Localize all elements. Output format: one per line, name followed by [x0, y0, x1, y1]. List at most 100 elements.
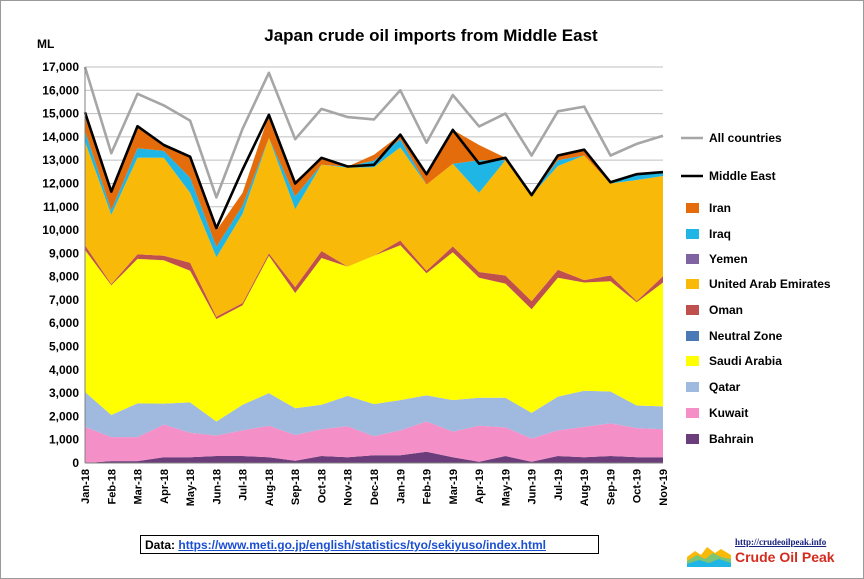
y-tick-label: 16,000	[42, 83, 79, 97]
legend-item-yemen: Yemen	[686, 252, 748, 266]
legend-label: Neutral Zone	[709, 329, 783, 343]
area-bahrain	[85, 451, 663, 463]
y-tick-label: 3,000	[49, 386, 79, 400]
legend-item-qatar: Qatar	[686, 380, 741, 394]
y-tick-label: 4,000	[49, 363, 79, 377]
x-tick-label: Feb-19	[422, 469, 434, 504]
x-tick-label: Jun-18	[211, 469, 223, 504]
y-tick-label: 13,000	[42, 153, 79, 167]
legend-label: Saudi Arabia	[709, 354, 782, 368]
y-tick-label: 10,000	[42, 223, 79, 237]
axes	[84, 67, 663, 464]
x-tick-label: May-18	[185, 469, 197, 506]
stacked-area-chart: Japan crude oil imports from Middle East…	[37, 26, 831, 506]
legend-label: Bahrain	[709, 432, 754, 446]
y-tick-label: 8,000	[49, 270, 79, 284]
x-tick-label: Aug-19	[579, 469, 591, 506]
legend-swatch	[686, 356, 699, 366]
legend-label: Yemen	[709, 252, 748, 266]
legend-swatch	[686, 203, 699, 213]
x-tick-label: Mar-18	[133, 469, 145, 504]
y-tick-label: 1,000	[49, 433, 79, 447]
crude-oil-peak-logo[interactable]: http://crudeoilpeak.info Crude Oil Peak	[687, 537, 843, 569]
legend-item-oman: Oman	[686, 303, 743, 317]
legend-label: Oman	[709, 303, 743, 317]
y-tick-label: 15,000	[42, 107, 79, 121]
legend-item-kuwait: Kuwait	[686, 406, 748, 420]
line-middle-east	[83, 111, 664, 230]
legend-label: Qatar	[709, 380, 741, 394]
y-tick-label: 17,000	[42, 60, 79, 74]
legend-item-united-arab-emirates: United Arab Emirates	[686, 277, 831, 291]
data-source-link[interactable]: https://www.meti.go.jp/english/statistic…	[178, 538, 546, 552]
legend-swatch	[686, 279, 699, 289]
legend-swatch	[686, 305, 699, 315]
legend-item-iraq: Iraq	[686, 227, 731, 241]
area-iran	[85, 112, 663, 247]
legend-item-middle-east: Middle East	[681, 169, 776, 183]
legend-label: Iraq	[709, 227, 731, 241]
data-source-note: Data: https://www.meti.go.jp/english/sta…	[140, 535, 599, 554]
x-tick-label: Aug-18	[264, 469, 276, 506]
y-tick-label: 6,000	[49, 316, 79, 330]
y-tick-label: 2,000	[49, 409, 79, 423]
y-tick-label: 5,000	[49, 340, 79, 354]
line-all-countries	[83, 66, 664, 199]
area-kuwait	[85, 421, 663, 463]
data-source-label: Data:	[145, 538, 176, 552]
legend-item-iran: Iran	[686, 201, 731, 215]
legend-label: Kuwait	[709, 406, 748, 420]
y-tick-labels: 0 1,000 2,000 3,000 4,000 5,000 6,000 7,000 8,00…	[42, 60, 79, 470]
legend-item-bahrain: Bahrain	[686, 432, 754, 446]
y-tick-label: 0	[72, 456, 79, 470]
legend-label: All countries	[709, 131, 782, 145]
legend-label: Middle East	[709, 169, 776, 183]
y-tick-label: 7,000	[49, 293, 79, 307]
legend-label: United Arab Emirates	[709, 277, 831, 291]
legend: All countries Middle East Iran Iraq Yemen Uni…	[681, 131, 831, 446]
x-tick-label: Jan-18	[80, 469, 92, 504]
legend-item-all-countries: All countries	[681, 131, 782, 145]
x-tick-label: Sep-18	[290, 469, 302, 505]
area-saudi-arabia	[85, 245, 663, 422]
legend-swatch	[686, 434, 699, 444]
x-tick-label: May-19	[500, 469, 512, 506]
legend-swatch	[686, 331, 699, 341]
x-tick-label: Oct-18	[316, 469, 328, 503]
logo-name: Crude Oil Peak	[735, 549, 835, 565]
legend-item-neutral-zone: Neutral Zone	[686, 329, 783, 343]
area-united-arab-emirates	[85, 138, 663, 317]
x-tick-label: Jul-19	[553, 469, 565, 501]
x-tick-label: Dec-18	[369, 469, 381, 505]
y-tick-label: 12,000	[42, 176, 79, 190]
legend-swatch	[686, 408, 699, 418]
line-series	[83, 66, 664, 230]
y-tick-label: 11,000	[43, 200, 79, 214]
x-tick-label: Jul-18	[238, 469, 250, 501]
x-tick-label: Jan-19	[395, 469, 407, 504]
x-tick-label: Jun-19	[527, 469, 539, 504]
x-tick-label: Feb-18	[106, 469, 118, 504]
legend-swatch	[686, 229, 699, 239]
x-tick-label: Apr-18	[159, 469, 171, 504]
y-tick-label: 9,000	[49, 246, 79, 260]
legend-swatch	[686, 254, 699, 264]
x-tick-label: Nov-18	[343, 469, 355, 506]
y-tick-label: 14,000	[42, 130, 79, 144]
area-qatar	[85, 390, 663, 439]
x-tick-label: Apr-19	[474, 469, 486, 504]
oil-wave-logo-icon	[687, 547, 731, 567]
x-tick-labels: Jan-18 Feb-18 Mar-18 Apr-18 May-18 Jun-18 Jul-…	[80, 469, 670, 506]
x-tick-label: Nov-19	[658, 469, 670, 506]
area-series	[85, 112, 663, 463]
chart-title: Japan crude oil imports from Middle East	[264, 26, 598, 45]
x-tick-label: Sep-19	[605, 469, 617, 505]
legend-item-saudi-arabia: Saudi Arabia	[686, 354, 782, 368]
legend-label: Iran	[709, 201, 731, 215]
legend-swatch	[686, 382, 699, 392]
logo-url: http://crudeoilpeak.info	[735, 537, 827, 547]
x-tick-label: Oct-19	[632, 469, 644, 503]
x-tick-label: Mar-19	[448, 469, 460, 504]
y-axis-unit: ML	[37, 37, 54, 51]
